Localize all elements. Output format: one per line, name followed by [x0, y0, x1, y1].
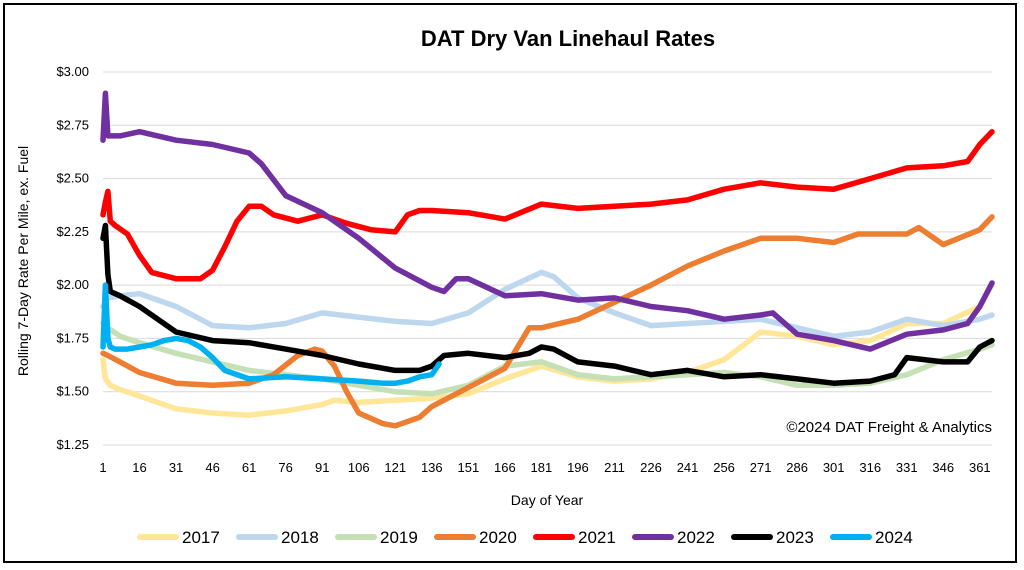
- y-tick-label: $2.00: [56, 277, 89, 292]
- x-axis-title: Day of Year: [511, 492, 584, 508]
- legend-label-2017: 2017: [182, 528, 220, 547]
- y-tick-label: $2.25: [56, 224, 89, 239]
- x-tick-label: 46: [205, 460, 219, 475]
- legend: 2017 2018 2019 2020 2021 2022 2023 2024: [137, 528, 913, 547]
- x-tick-label: 16: [132, 460, 146, 475]
- series-line-2022: [100, 90, 995, 352]
- legend-label-2024: 2024: [875, 528, 913, 547]
- gridlines: [103, 71, 992, 446]
- y-axis-title: Rolling 7-Day Rate Per Mile, ex. Fuel: [15, 146, 31, 376]
- legend-label-2018: 2018: [281, 528, 319, 547]
- x-tick-label: 211: [604, 460, 625, 475]
- y-tick-label: $1.75: [56, 330, 89, 345]
- x-tick-label: 226: [640, 460, 662, 475]
- x-tick-label: 31: [169, 460, 183, 475]
- x-tick-label: 361: [969, 460, 991, 475]
- x-tick-label: 76: [278, 460, 292, 475]
- y-tick-label: $2.75: [56, 117, 89, 132]
- x-tick-label: 106: [348, 460, 370, 475]
- legend-label-2020: 2020: [479, 528, 517, 547]
- x-tick-label: 121: [384, 460, 406, 475]
- x-tick-label: 196: [567, 460, 589, 475]
- y-tick-label: $3.00: [56, 64, 89, 79]
- y-tick-label: $2.50: [56, 171, 89, 186]
- legend-label-2022: 2022: [677, 528, 715, 547]
- x-tick-label: 166: [494, 460, 516, 475]
- legend-label-2019: 2019: [380, 528, 418, 547]
- legend-label-2023: 2023: [776, 528, 814, 547]
- series-line-2024: [100, 282, 442, 386]
- copyright-annotation: ©2024 DAT Freight & Analytics: [786, 419, 992, 436]
- series-line-2021: [100, 128, 995, 282]
- x-tick-label: 271: [750, 460, 772, 475]
- y-tick-label: $1.50: [56, 384, 89, 399]
- x-tick-label: 151: [457, 460, 479, 475]
- series-line-2018: [100, 269, 995, 340]
- series-lines: [100, 90, 995, 429]
- x-tick-label: 346: [932, 460, 954, 475]
- x-tick-label: 136: [421, 460, 443, 475]
- x-tick-label: 316: [859, 460, 881, 475]
- chart-frame: [3, 3, 1017, 563]
- x-tick-label: 301: [823, 460, 845, 475]
- x-axis-ticks: 1 16 31 46 61 76 91 106 121 136 151 166 181 196 211 226…: [99, 460, 990, 475]
- y-axis-ticks: $1.25 $1.50 $1.75 $2.00 $2.25 $2.50 $2.75 $3.00: [56, 64, 89, 452]
- x-tick-label: 91: [315, 460, 329, 475]
- x-tick-label: 241: [677, 460, 699, 475]
- series-line-2023: [100, 222, 995, 386]
- series-line-2020: [100, 214, 995, 429]
- x-tick-label: 1: [99, 460, 106, 475]
- x-tick-label: 331: [896, 460, 918, 475]
- x-tick-label: 181: [531, 460, 553, 475]
- y-tick-label: $1.25: [56, 437, 89, 452]
- chart-title: DAT Dry Van Linehaul Rates: [421, 26, 715, 51]
- x-tick-label: 256: [713, 460, 735, 475]
- legend-label-2021: 2021: [578, 528, 616, 547]
- x-tick-label: 286: [786, 460, 808, 475]
- x-tick-label: 61: [242, 460, 256, 475]
